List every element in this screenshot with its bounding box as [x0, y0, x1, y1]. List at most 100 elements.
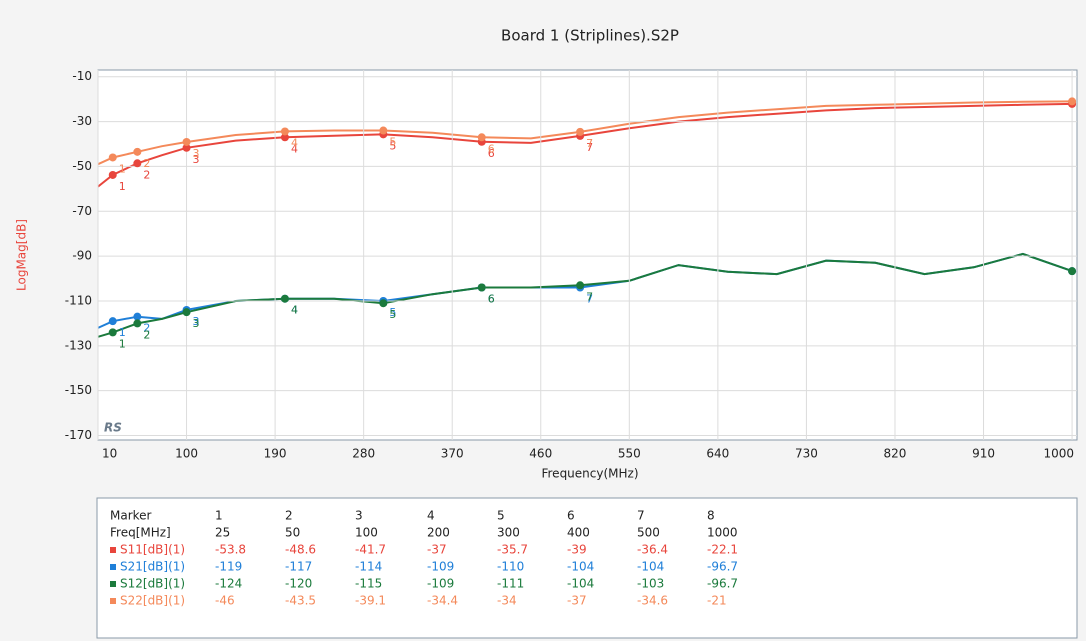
table-header: Marker — [110, 509, 152, 523]
marker-label: 6 — [488, 142, 495, 155]
table-cell: -120 — [285, 577, 312, 591]
x-tick-label: 910 — [972, 447, 995, 461]
plot-area — [97, 69, 1078, 441]
marker-dot — [1068, 97, 1077, 106]
table-cell: -48.6 — [285, 543, 316, 557]
x-tick-label: 10 — [102, 447, 117, 461]
marker-label: 3 — [193, 317, 200, 330]
table-cell: 100 — [355, 526, 378, 540]
table-cell: -96.7 — [707, 560, 738, 574]
table-cell: 25 — [215, 526, 230, 540]
table-cell: -37 — [427, 543, 447, 557]
table-cell: -104 — [567, 560, 594, 574]
marker-dot — [280, 294, 289, 303]
legend-swatch — [110, 598, 116, 604]
marker-label: 1 — [119, 337, 126, 350]
legend-entry: S22[dB](1) — [120, 594, 185, 608]
logo: RS — [104, 421, 122, 435]
y-tick-label: -90 — [72, 249, 92, 263]
marker-dot — [108, 153, 117, 162]
marker-label: 6 — [488, 147, 495, 160]
table-cell: 8 — [707, 509, 715, 523]
table-cell: -115 — [355, 577, 382, 591]
table-cell: -114 — [355, 560, 382, 574]
table-cell: 1000 — [707, 526, 738, 540]
marker-dot — [1068, 267, 1077, 276]
marker-label: 2 — [143, 322, 150, 335]
marker-label: 7 — [586, 137, 593, 150]
table-cell: 300 — [497, 526, 520, 540]
marker-label: 5 — [389, 136, 396, 149]
marker-dot — [133, 319, 142, 328]
table-cell: -43.5 — [285, 594, 316, 608]
marker-label: 4 — [291, 304, 298, 317]
table-cell: 50 — [285, 526, 300, 540]
table-cell: -104 — [567, 577, 594, 591]
marker-dot — [182, 143, 191, 152]
table-cell: 500 — [637, 526, 660, 540]
x-tick-label: 100 — [175, 447, 198, 461]
chart-title: Board 1 (Striplines).S2P — [501, 27, 679, 45]
table-cell: 3 — [355, 509, 363, 523]
marker-label: 3 — [193, 153, 200, 166]
x-tick-label: 460 — [529, 447, 552, 461]
marker-label: 7 — [586, 293, 593, 306]
y-tick-label: -130 — [65, 338, 92, 352]
y-axis-label: LogMag[dB] — [15, 219, 29, 291]
marker-dot — [133, 159, 142, 168]
marker-label: 6 — [488, 293, 495, 306]
series-line — [97, 100, 1073, 166]
x-tick-label: 820 — [884, 447, 907, 461]
legend-entry: S11[dB](1) — [120, 543, 185, 557]
marker-label: 6 — [488, 293, 495, 306]
marker-label: 5 — [389, 308, 396, 321]
x-tick-label: 550 — [618, 447, 641, 461]
table-cell: -35.7 — [497, 543, 528, 557]
table-cell: -109 — [427, 560, 454, 574]
table-cell: 6 — [567, 509, 575, 523]
series-line — [97, 102, 1073, 188]
marker-dot — [379, 126, 388, 135]
marker-label: 3 — [193, 147, 200, 160]
marker-dot — [477, 283, 486, 292]
table-header: Freq[MHz] — [110, 526, 171, 540]
marker-label: 4 — [291, 136, 298, 149]
marker-label: 7 — [586, 290, 593, 303]
table-cell: -22.1 — [707, 543, 738, 557]
marker-dot — [108, 170, 117, 179]
marker-label: 2 — [143, 328, 150, 341]
marker-dot — [108, 328, 117, 337]
marker-label: 2 — [143, 157, 150, 170]
legend-entry: S21[dB](1) — [120, 560, 185, 574]
table-cell: -34 — [497, 594, 517, 608]
y-tick-label: -150 — [65, 383, 92, 397]
marker-label: 5 — [389, 139, 396, 152]
series-line — [97, 252, 1073, 338]
x-tick-label: 1000 — [1043, 447, 1074, 461]
table-cell: -53.8 — [215, 543, 246, 557]
y-tick-label: -30 — [72, 114, 92, 128]
table-cell: -37 — [567, 594, 587, 608]
marker-dot — [182, 308, 191, 317]
table-cell: -96.7 — [707, 577, 738, 591]
table-cell: -104 — [637, 560, 664, 574]
table-cell: -21 — [707, 594, 727, 608]
marker-label: 3 — [193, 315, 200, 328]
y-tick-label: -170 — [65, 428, 92, 442]
marker-table — [96, 497, 1078, 639]
marker-label: 5 — [389, 306, 396, 319]
marker-dot — [182, 137, 191, 146]
marker-dot — [108, 317, 117, 326]
marker-dot — [133, 312, 142, 321]
legend-swatch — [110, 581, 116, 587]
marker-label: 2 — [143, 168, 150, 181]
marker-dot — [576, 281, 585, 290]
y-tick-label: -110 — [65, 293, 92, 307]
table-cell: -46 — [215, 594, 235, 608]
table-cell: -41.7 — [355, 543, 386, 557]
marker-label: 1 — [119, 162, 126, 175]
marker-dot — [379, 299, 388, 308]
legend-swatch — [110, 564, 116, 570]
table-cell: -111 — [497, 577, 524, 591]
